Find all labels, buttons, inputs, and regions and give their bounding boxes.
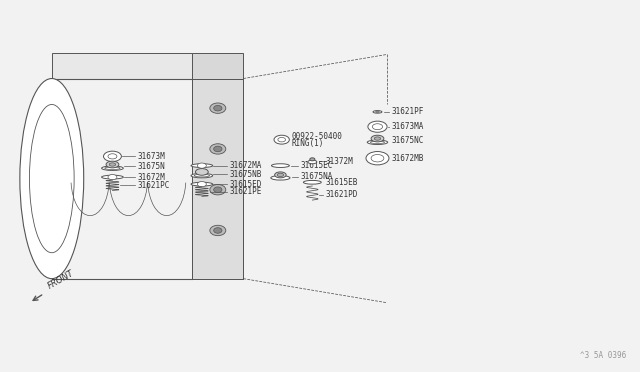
Text: 31672M: 31672M <box>138 173 165 182</box>
Polygon shape <box>192 52 243 78</box>
Circle shape <box>372 124 383 130</box>
Polygon shape <box>192 78 243 279</box>
Text: 31675NB: 31675NB <box>230 170 262 179</box>
Text: RING(1): RING(1) <box>292 139 324 148</box>
Text: 31621PE: 31621PE <box>230 187 262 196</box>
Ellipse shape <box>310 158 315 161</box>
Ellipse shape <box>29 105 74 253</box>
Ellipse shape <box>195 169 208 175</box>
Ellipse shape <box>214 105 222 111</box>
Ellipse shape <box>210 144 226 154</box>
Ellipse shape <box>371 141 385 144</box>
Circle shape <box>108 174 117 180</box>
Circle shape <box>371 154 384 162</box>
Ellipse shape <box>210 185 226 195</box>
Text: ^3 5A 0396: ^3 5A 0396 <box>580 351 627 360</box>
Text: 31675NA: 31675NA <box>300 172 333 181</box>
Ellipse shape <box>371 135 384 142</box>
Text: 31672MB: 31672MB <box>392 154 424 163</box>
Text: 31621PD: 31621PD <box>326 190 358 199</box>
Circle shape <box>368 121 387 132</box>
Text: 31673MA: 31673MA <box>392 122 424 131</box>
Text: 31672MA: 31672MA <box>230 161 262 170</box>
Ellipse shape <box>214 146 222 152</box>
Ellipse shape <box>20 78 84 279</box>
Ellipse shape <box>374 137 381 140</box>
Circle shape <box>108 154 117 159</box>
Circle shape <box>274 135 289 144</box>
Ellipse shape <box>214 187 222 192</box>
Ellipse shape <box>271 176 290 180</box>
Circle shape <box>104 151 122 161</box>
Ellipse shape <box>376 111 380 112</box>
Text: 31615ED: 31615ED <box>230 180 262 189</box>
Ellipse shape <box>102 166 124 170</box>
Ellipse shape <box>109 163 116 166</box>
Ellipse shape <box>308 160 317 164</box>
Ellipse shape <box>210 103 226 113</box>
Polygon shape <box>52 52 192 78</box>
Ellipse shape <box>271 164 289 167</box>
Circle shape <box>278 137 285 142</box>
Text: FRONT: FRONT <box>47 268 76 291</box>
Text: 31621PC: 31621PC <box>138 181 170 190</box>
Ellipse shape <box>277 173 284 177</box>
Ellipse shape <box>102 175 124 179</box>
Text: 31673M: 31673M <box>138 152 165 161</box>
Text: 00922-50400: 00922-50400 <box>292 132 343 141</box>
Ellipse shape <box>106 161 119 168</box>
Text: 31675NC: 31675NC <box>392 136 424 145</box>
Text: 31615EC: 31615EC <box>300 161 333 170</box>
Ellipse shape <box>303 180 321 184</box>
Ellipse shape <box>191 173 212 178</box>
Ellipse shape <box>194 174 209 177</box>
Circle shape <box>197 163 206 168</box>
Ellipse shape <box>373 110 382 113</box>
Ellipse shape <box>210 225 226 235</box>
Text: 31372M: 31372M <box>326 157 353 166</box>
Ellipse shape <box>191 164 212 167</box>
Ellipse shape <box>214 228 222 233</box>
Text: 31621PF: 31621PF <box>392 108 424 116</box>
Ellipse shape <box>367 140 388 144</box>
Ellipse shape <box>191 182 212 186</box>
Text: 31615EB: 31615EB <box>326 178 358 187</box>
Circle shape <box>197 182 206 187</box>
Ellipse shape <box>105 167 120 170</box>
Ellipse shape <box>275 172 286 178</box>
Circle shape <box>366 151 389 165</box>
Text: 31675N: 31675N <box>138 162 165 171</box>
